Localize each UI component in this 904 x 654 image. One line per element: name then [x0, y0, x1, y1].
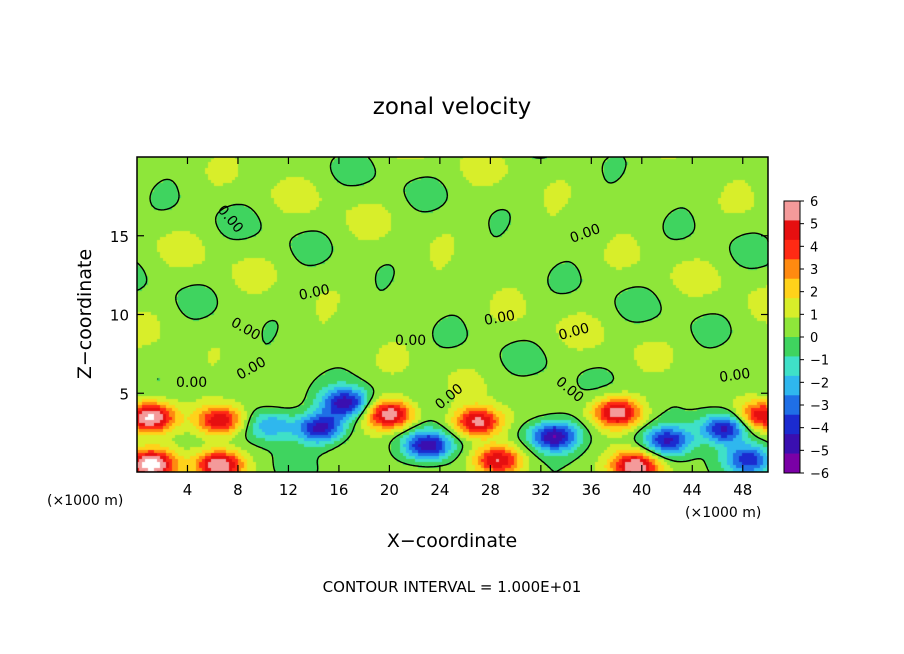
chart-title: zonal velocity [373, 94, 531, 120]
x-tick-label: 24 [430, 481, 449, 499]
contour-interval-footer: CONTOUR INTERVAL = 1.000E+01 [323, 578, 582, 596]
x-tick-label: 4 [183, 481, 193, 499]
x-tick-label: 12 [279, 481, 298, 499]
y-axis-label: Z−coordinate [74, 249, 96, 379]
contour-label: 0.00 [557, 320, 591, 344]
colorbar-swatch [784, 239, 800, 260]
x-axis-ticks: 4 8 12 16 20 24 28 32 36 40 44 48 [183, 157, 752, 499]
colorbar-tick-label: −4 [810, 422, 829, 437]
colorbar-swatch [784, 201, 800, 221]
colorbar-tick-label: 6 [810, 195, 818, 210]
contour-label: 0.00 [298, 282, 332, 304]
colorbar-tick-label: 0 [810, 331, 818, 346]
y-axis-ticks: 5 10 15 [110, 228, 768, 403]
x-tick-label: 36 [582, 481, 601, 499]
y-tick-label: 10 [110, 307, 129, 325]
velocity-field [137, 157, 768, 472]
colorbar-swatch [784, 337, 800, 357]
colorbar-swatch [784, 220, 800, 241]
colorbar-tick-label: −6 [810, 467, 829, 482]
x-axis-label: X−coordinate [387, 530, 517, 552]
colorbar-tick-label: 2 [810, 286, 818, 301]
colorbar-swatch [784, 395, 800, 416]
colorbar-swatch [784, 259, 800, 280]
colorbar-swatch [784, 434, 800, 454]
y-tick-label: 5 [119, 385, 129, 403]
x-tick-label: 20 [380, 481, 399, 499]
colorbar-tick-label: 4 [810, 240, 818, 255]
colorbar-swatch [784, 278, 800, 299]
zero-contour-lines [136, 156, 769, 473]
colorbar-tick-label: 1 [810, 308, 818, 323]
colorbar: 6 5 4 3 2 1 0 −1 −2 −3 −4 −5 −6 [783, 195, 829, 482]
x-tick-label: 44 [683, 481, 702, 499]
colorbar-swatch [784, 356, 800, 377]
colorbar-tick-label: −1 [810, 354, 829, 369]
colorbar-swatch [784, 453, 800, 474]
contour-label: 0.00 [395, 333, 426, 349]
x-tick-label: 48 [733, 481, 752, 499]
plot-area: 0.000.000.00 0.000.000.000.000.00 0.000.00… [136, 156, 769, 473]
colorbar-tick-label: 3 [810, 263, 818, 278]
colorbar-swatch [784, 317, 800, 338]
x-tick-label: 28 [481, 481, 500, 499]
colorbar-swatch [784, 414, 800, 435]
contour-label: 0.00 [176, 375, 207, 391]
colorbar-tick-label: −3 [810, 399, 829, 414]
colorbar-tick-label: −5 [810, 444, 829, 459]
x-tick-label: 32 [531, 481, 550, 499]
colorbar-swatch [784, 298, 800, 318]
x-unit-label-left: (×1000 m) [47, 493, 123, 509]
colorbar-tick-label: 5 [810, 218, 818, 233]
x-tick-label: 16 [329, 481, 348, 499]
colorbar-swatch [784, 375, 800, 396]
x-unit-label-right: (×1000 m) [685, 505, 761, 521]
colorbar-tick-label: −2 [810, 376, 829, 391]
x-tick-label: 8 [233, 481, 243, 499]
contour-label: 0.00 [483, 308, 516, 329]
y-tick-label: 15 [110, 228, 129, 246]
contour-label: 0.00 [718, 366, 751, 386]
x-tick-label: 40 [632, 481, 651, 499]
